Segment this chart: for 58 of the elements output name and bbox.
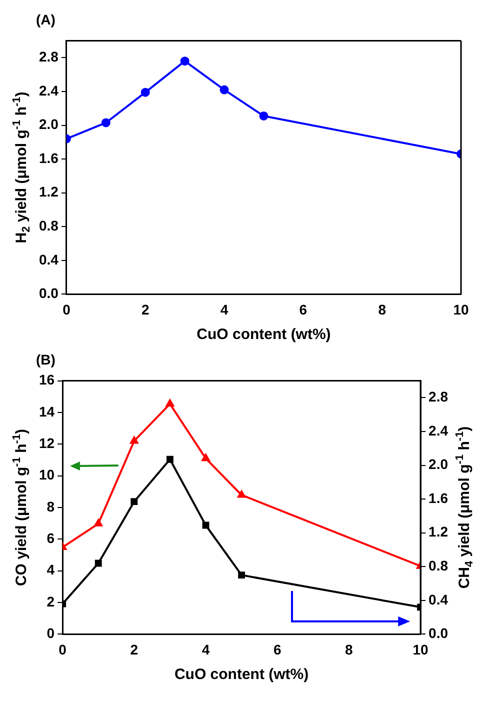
point [238,572,246,579]
point [238,490,246,498]
y2-tick-label: 2.4 [428,422,448,438]
chart-title: (B) [36,351,56,368]
y2-tick-label: 2.0 [428,456,448,472]
x-tick-label: 4 [220,301,228,318]
y-axis-title: H2 yield (μmol g-1 h-1) [10,92,33,244]
y-tick-label: 2.8 [38,48,59,65]
x-tick-label: 2 [130,641,138,658]
point [94,519,102,526]
point [180,56,190,66]
y-tick-label: 1.6 [38,150,59,166]
x-tick-label: 8 [345,641,354,658]
point [202,522,210,529]
y-tick-label: 2.0 [38,116,59,132]
point [140,88,150,97]
point [94,560,102,567]
y-tick-label: 2.4 [38,82,59,98]
point [130,498,138,506]
x-tick-label: 6 [273,641,282,658]
y2-axis-title: CH4 yield (μmol g-1 h-1) [454,426,476,589]
y-tick-label: 8 [46,498,55,514]
point [220,85,229,94]
y-tick-label: 12 [38,435,55,452]
y-tick-label: 2 [46,593,55,610]
x-axis-title: CuO content (wt%) [196,326,331,344]
x-tick-label: 10 [453,301,469,318]
point [101,118,110,128]
y-tick-label: 16 [38,372,55,388]
point [130,436,138,444]
y-tick-label: 0.4 [38,251,59,268]
y2-tick-label: 0.8 [428,557,448,574]
point [166,456,174,463]
x-tick-label: 4 [202,641,210,658]
y-tick-label: 4 [46,562,55,578]
x-tick-label: 6 [299,301,308,318]
chart-title: (A) [36,11,56,28]
y2-tick-label: 0.4 [428,591,448,608]
y2-tick-label: 1.2 [428,524,448,540]
y-tick-label: 0.8 [38,217,59,234]
y-axis-title: CO yield (μmol g-1 h-1) [10,428,30,586]
y-tick-label: 6 [46,530,55,546]
x-tick-label: 2 [141,301,150,318]
point [202,454,210,462]
y-tick-label: 0 [46,625,55,642]
y2-tick-label: 2.8 [428,388,448,405]
y-tick-label: 1.2 [38,184,59,200]
point [166,399,174,407]
y-tick-label: 10 [38,466,55,483]
x-tick-label: 10 [412,641,429,658]
x-tick-label: 8 [378,301,386,318]
x-tick-label: 0 [62,301,71,318]
x-axis-title: CuO content (wt%) [174,666,309,684]
y2-tick-label: 0.0 [428,625,448,642]
y2-tick-label: 1.6 [428,490,448,506]
y-tick-label: 14 [38,403,55,420]
y-tick-label: 0.0 [38,285,59,302]
point [259,111,268,120]
